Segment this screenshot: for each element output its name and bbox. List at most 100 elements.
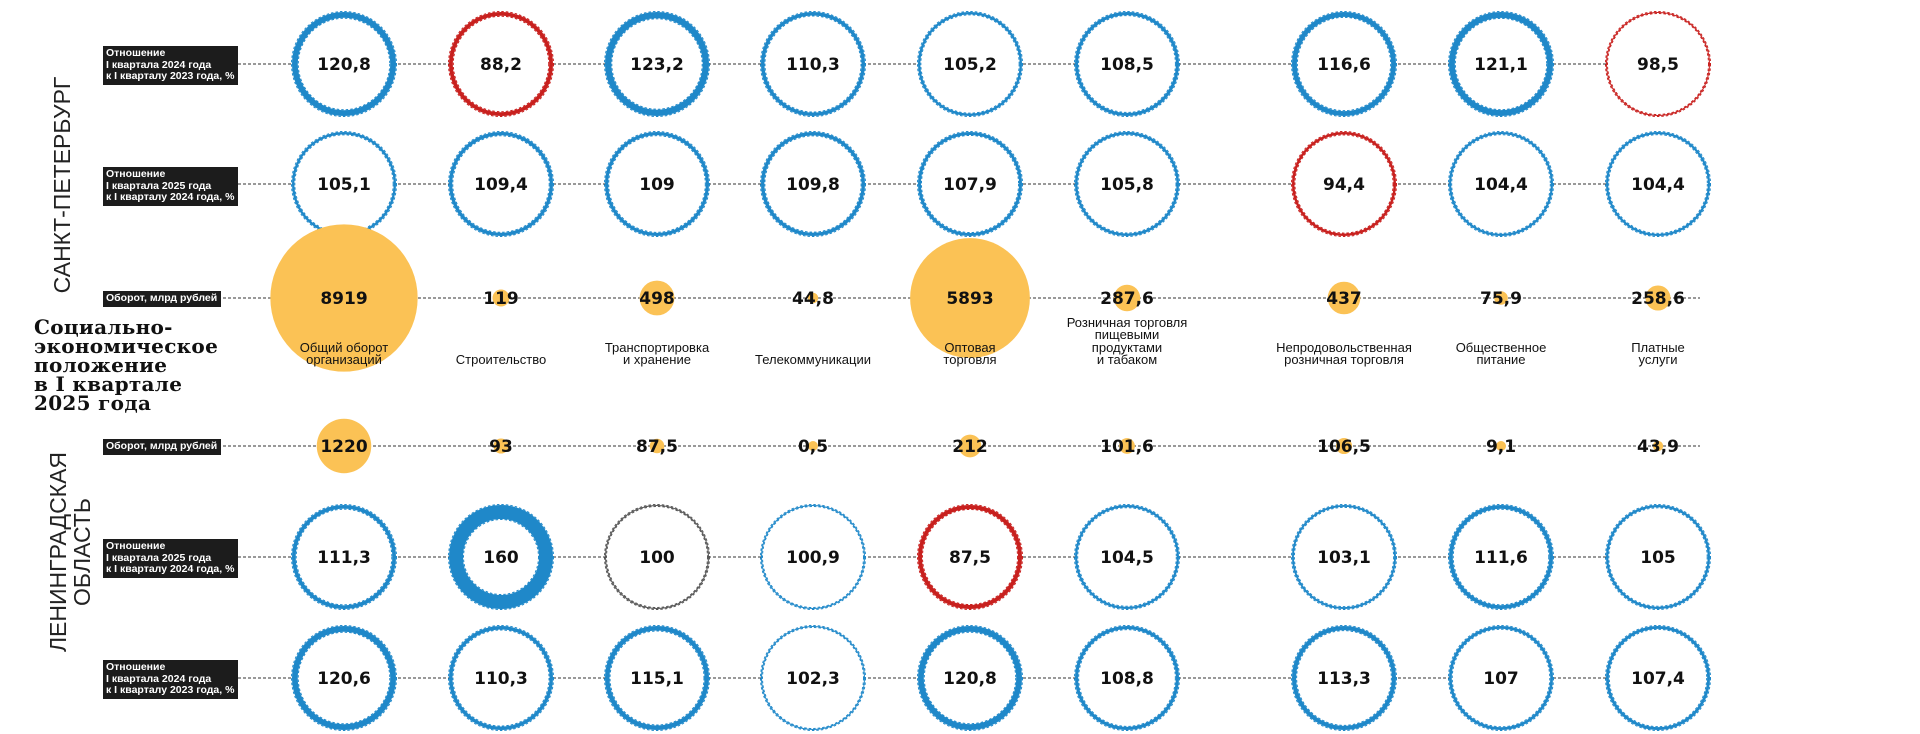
data-value-label: 107 (1483, 669, 1519, 689)
turnover-bubble (1645, 285, 1671, 311)
ratio-ring-outer (1074, 11, 1180, 117)
ratio-ring-inner (1451, 134, 1551, 234)
data-value-label: 100,9 (786, 548, 840, 568)
data-value-label: 98,5 (1637, 55, 1679, 75)
data-value-label: 104,5 (1100, 548, 1154, 568)
ratio-ring-inner (452, 15, 550, 113)
ratio-ring (1606, 504, 1711, 609)
turnover-bubble (639, 280, 675, 316)
ratio-ring-outer (760, 625, 866, 731)
ratio-ring (605, 505, 709, 609)
data-value-label: 0,5 (798, 437, 828, 457)
ratio-ring-inner (920, 14, 1020, 114)
ratio-ring (761, 626, 865, 730)
ratio-ring-inner (297, 631, 391, 725)
ratio-ring (1075, 132, 1180, 237)
ratio-ring-inner (1078, 15, 1176, 113)
data-value-label: 109,4 (474, 175, 528, 195)
ratio-ring-outer (760, 11, 866, 117)
ratio-ring-inner (764, 135, 862, 233)
ratio-ring-inner (1608, 628, 1708, 728)
data-value-label: 94,4 (1323, 175, 1365, 195)
ratio-ring-outer (1074, 504, 1180, 610)
data-value-label: 115,1 (630, 669, 684, 689)
category-label: Общественное питание (1455, 339, 1547, 367)
ratio-ring-inner (606, 506, 708, 608)
data-value-label: 93 (489, 437, 513, 457)
ratio-ring (292, 12, 396, 116)
ratio-ring (1292, 505, 1397, 610)
ratio-ring (917, 12, 1022, 116)
turnover-bubble (270, 224, 418, 372)
ratio-ring-inner (1077, 134, 1177, 234)
ratio-ring (1291, 625, 1396, 730)
ratio-ring-inner (452, 135, 550, 233)
ratio-ring-inner (762, 627, 864, 729)
data-value-label: 120,8 (317, 55, 371, 75)
ratio-ring (760, 132, 865, 237)
ratio-ring-outer (1605, 11, 1711, 117)
category-label: Непродовольственная розничная торговля (1276, 339, 1412, 367)
ratio-ring-inner (1452, 508, 1550, 606)
data-value-label: 107,9 (943, 175, 997, 195)
ratio-ring-outer (1605, 504, 1711, 610)
ratio-ring-outer (1074, 625, 1180, 731)
ratio-ring-inner (1296, 630, 1392, 726)
turnover-bubble (492, 289, 510, 307)
ratio-ring-inner (923, 631, 1017, 725)
ratio-ring (1605, 131, 1710, 237)
ratio-ring (1292, 11, 1397, 117)
turnover-bubble (958, 434, 982, 458)
ratio-ring-outer (1448, 504, 1554, 610)
data-value-label: 110,3 (474, 669, 528, 689)
ratio-ring-outer (604, 11, 710, 117)
data-value-label: 111,3 (317, 548, 371, 568)
turnover-bubble (649, 438, 665, 454)
data-value-label: 109 (639, 175, 675, 195)
ratio-ring (604, 12, 709, 116)
data-value-label: 120,6 (317, 669, 371, 689)
row-label: Отношение I квартала 2025 года к I квартал… (103, 539, 239, 578)
ratio-ring-inner (609, 630, 705, 726)
ratio-ring (761, 12, 866, 116)
turnover-bubble (910, 238, 1030, 358)
ratio-ring-inner (1077, 507, 1177, 607)
data-value-label: 88,2 (480, 55, 522, 75)
turnover-bubble (807, 292, 819, 304)
data-value-label: 116,6 (1317, 55, 1371, 75)
ratio-ring-inner (762, 506, 864, 608)
data-value-label: 87,5 (949, 548, 991, 568)
region-label-lo: ЛЕНИНГРАДСКАЯ ОБЛАСТЬ (45, 451, 95, 653)
ratio-ring-inner (1607, 13, 1709, 115)
data-value-label: 105,1 (317, 175, 371, 195)
ratio-ring-inner (920, 134, 1020, 234)
ratio-ring-inner (1608, 507, 1708, 607)
ratio-ring-outer (448, 625, 554, 731)
ratio-ring-outer (1605, 625, 1711, 731)
data-value-label: 8919 (320, 289, 367, 309)
data-value-label: 105,2 (943, 55, 997, 75)
turnover-bubble (808, 441, 818, 451)
ratio-ring-outer (291, 625, 397, 731)
category-label: Транспортировка и хранение (604, 339, 710, 367)
ratio-ring-inner (297, 17, 391, 111)
data-value-label: 101,6 (1100, 437, 1154, 457)
data-value-label: 107,4 (1631, 669, 1685, 689)
category-label: Строительство (455, 352, 547, 367)
ratio-ring (1448, 131, 1553, 237)
data-value-label: 75,9 (1480, 289, 1522, 309)
data-value-label: 104,4 (1474, 175, 1528, 195)
ratio-ring-outer (448, 11, 554, 117)
ratio-ring-inner (1293, 506, 1395, 608)
category-label: Общий оборот организаций (299, 339, 389, 367)
ratio-ring-outer (917, 131, 1023, 237)
data-value-label: 498 (639, 289, 675, 309)
ratio-ring-outer (917, 11, 1023, 117)
data-value-label: 123,2 (630, 55, 684, 75)
data-value-label: 120,8 (943, 669, 997, 689)
data-value-label: 113,3 (1317, 669, 1371, 689)
data-value-label: 5893 (946, 289, 993, 309)
ratio-ring-outer (1448, 625, 1554, 731)
data-value-label: 43,9 (1637, 437, 1679, 457)
